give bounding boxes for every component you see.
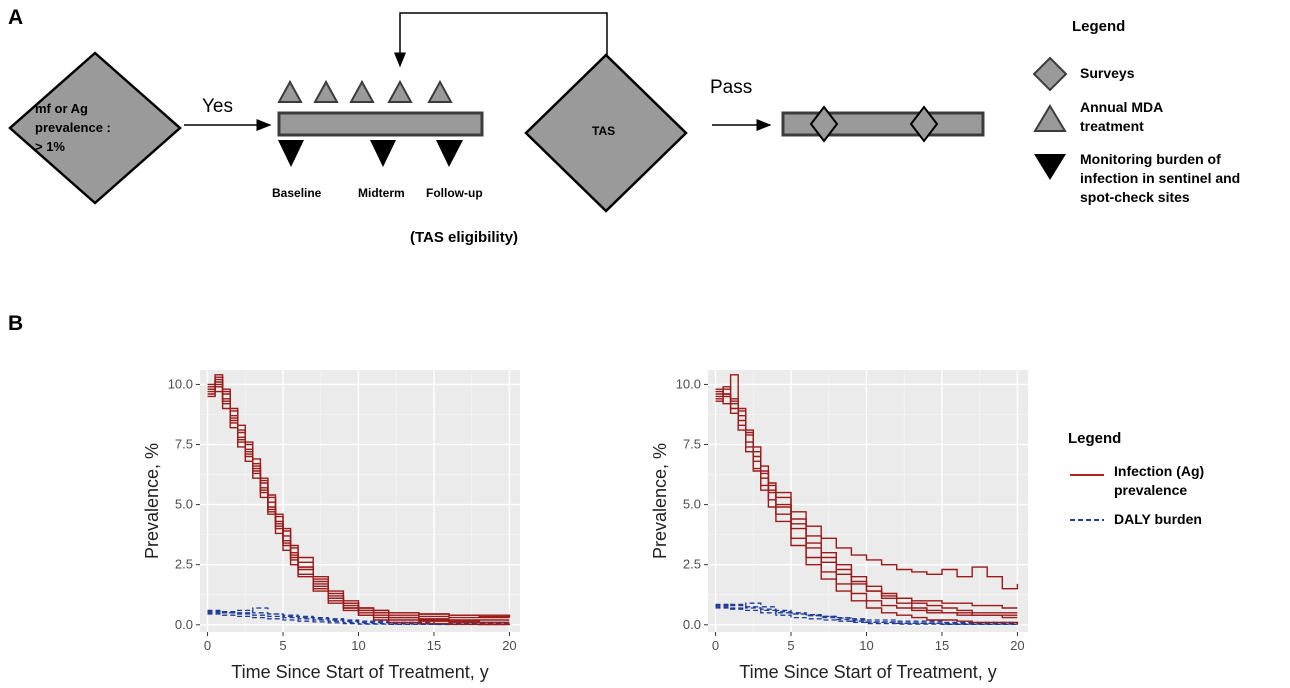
start-diamond-line: prevalence :: [35, 120, 111, 135]
x-tick-label: 10: [859, 638, 873, 653]
legend-solid-line-icon: [1070, 474, 1104, 476]
y-tick-label: 2.5: [683, 557, 701, 572]
legend-dashed-line-icon: [1070, 519, 1104, 521]
legend-monitoring-line: spot-check sites: [1080, 189, 1190, 205]
legend-monitoring-line: Monitoring burden of: [1080, 151, 1221, 167]
x-tick-label: 0: [712, 638, 719, 653]
infection-series-line: [715, 388, 1018, 614]
legend-mda: Annual MDA treatment: [1080, 98, 1163, 136]
x-tick-label: 15: [427, 638, 441, 653]
daly-series-line: [715, 602, 1019, 625]
tas-eligibility-label: (TAS eligibility): [410, 229, 519, 246]
survey-diamond-icon: [809, 105, 839, 143]
midterm-label: Midterm: [358, 186, 405, 200]
yes-label: Yes: [202, 96, 233, 117]
x-axis-title: Time Since Start of Treatment, y: [231, 662, 488, 682]
y-tick-label: 5.0: [175, 497, 193, 512]
legend-mda-line: Annual MDA: [1080, 99, 1164, 115]
pass-label: Pass: [710, 77, 753, 98]
start-diamond-line: > 1%: [35, 139, 65, 154]
y-tick-label: 10.0: [168, 376, 193, 391]
mda-triangle-icon: [349, 79, 375, 103]
mda-triangle-icon: [277, 79, 303, 103]
infection-series-line: [715, 398, 1019, 625]
daly-series-line: [207, 607, 511, 625]
y-tick-label: 5.0: [683, 497, 701, 512]
flow-diagram: [8, 12, 985, 213]
monitoring-triangle-icon: [436, 140, 463, 167]
survey-diamond-icon: [909, 105, 939, 143]
x-tick-label: 5: [787, 638, 794, 653]
legend-infection-line: Infection (Ag): [1114, 463, 1205, 479]
panel-b-label: B: [8, 312, 24, 335]
legend-diamond-icon: [1032, 56, 1068, 92]
legend-triangle-down-icon: [1034, 154, 1066, 180]
y-tick-label: 7.5: [683, 437, 701, 452]
daly-series-line: [715, 603, 1019, 624]
x-axis-title: Time Since Start of Treatment, y: [739, 662, 996, 682]
monitoring-triangle-icon: [370, 140, 396, 167]
y-axis-title: Prevalence, %: [142, 443, 162, 559]
x-tick-label: 20: [1010, 638, 1024, 653]
legend-b-title: Legend: [1068, 430, 1122, 447]
legend-triangle-up-icon: [1033, 104, 1067, 132]
plot-background: [200, 370, 520, 632]
mda-triangle-icon: [427, 79, 453, 103]
tas-diamond: [524, 53, 688, 213]
monitoring-triangle-icon: [278, 140, 304, 167]
daly-series-line: [207, 613, 511, 626]
panel-a-label: A: [8, 6, 24, 29]
start-diamond: [8, 51, 182, 205]
x-tick-label: 10: [351, 638, 365, 653]
y-tick-label: 2.5: [175, 557, 193, 572]
legend-monitoring-line: infection in sentinel and: [1080, 170, 1241, 186]
y-tick-label: 7.5: [175, 437, 193, 452]
chart-left: 0 5 10 15 20 0.0 2.5 5.0 7.5 10.0 Time Since Start…: [142, 370, 520, 682]
legend-title: Legend: [1072, 18, 1126, 35]
legend-surveys: Surveys: [1080, 65, 1135, 81]
infection-series-line: [207, 388, 510, 621]
legend-infection-line: prevalence: [1114, 482, 1188, 498]
y-tick-label: 0.0: [175, 617, 193, 632]
infection-series-line: [207, 381, 511, 617]
mda-triangle-icon: [387, 79, 413, 103]
x-tick-label: 20: [502, 638, 516, 653]
start-diamond-text: mf or Ag prevalence : > 1%: [35, 99, 155, 156]
y-tick-label: 10.0: [676, 376, 701, 391]
mda-triangle-icon: [313, 79, 339, 103]
plot-background: [708, 370, 1028, 632]
y-tick-label: 0.0: [683, 617, 701, 632]
x-tick-label: 5: [279, 638, 286, 653]
timeline-bar: [277, 111, 484, 137]
legend-infection: Infection (Ag) prevalence: [1114, 462, 1204, 500]
legend-daly: DALY burden: [1114, 511, 1202, 527]
follow-up-label: Follow-up: [426, 186, 483, 200]
legend-monitoring: Monitoring burden of infection in sentin…: [1080, 150, 1240, 207]
y-axis-title: Prevalence, %: [650, 443, 670, 559]
feedback-loop-arrow: [394, 12, 608, 68]
chart-right: 0 5 10 15 20 0.0 2.5 5.0 7.5 10.0 Time Since Start…: [650, 370, 1028, 682]
x-tick-label: 15: [935, 638, 949, 653]
baseline-label: Baseline: [272, 186, 322, 200]
x-tick-label: 0: [204, 638, 211, 653]
start-diamond-line: mf or Ag: [35, 101, 88, 116]
legend-mda-line: treatment: [1080, 118, 1144, 134]
tas-label: TAS: [592, 124, 616, 138]
